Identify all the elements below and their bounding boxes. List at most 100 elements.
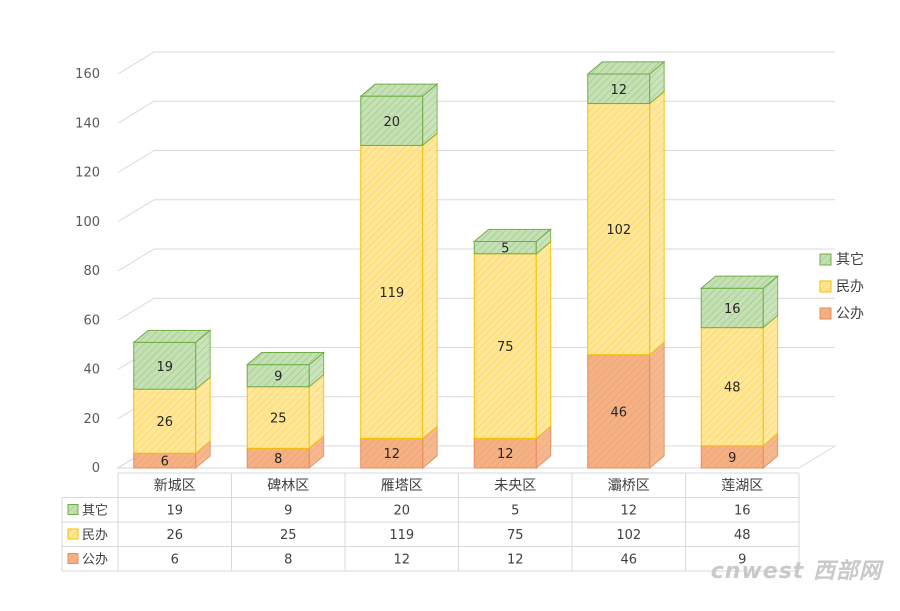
bar-front	[700, 327, 764, 447]
bar-segment	[132, 329, 212, 391]
watermark-logo: cnwest 西部网	[710, 559, 882, 584]
table-swatch	[67, 504, 79, 515]
gridline-side	[117, 248, 155, 272]
bar-side	[308, 373, 325, 450]
table-row-label: 公办	[82, 553, 108, 568]
bar-front	[360, 95, 424, 146]
bar-segment	[700, 432, 779, 470]
table-header-cell: 莲湖区	[721, 478, 763, 494]
y-tick-label: 60	[83, 313, 100, 328]
data-label: 8	[274, 452, 282, 467]
table-cell: 25	[280, 528, 297, 543]
table-swatch	[67, 553, 79, 564]
bar-top	[472, 228, 553, 242]
bar-front	[473, 253, 537, 439]
gridline-side	[117, 100, 155, 124]
bar-front	[246, 386, 310, 449]
data-label: 12	[610, 83, 627, 98]
bar-segment	[587, 90, 665, 356]
table-cell: 75	[507, 528, 524, 543]
table-cell: 26	[166, 528, 183, 543]
bar-top	[132, 329, 212, 343]
table-row-label: 民办	[82, 528, 108, 543]
bar-segment	[133, 376, 211, 455]
table-cell: 12	[393, 553, 410, 568]
data-label: 20	[383, 115, 400, 130]
bar-top	[586, 61, 666, 75]
bar-segment	[360, 132, 438, 440]
y-tick-label: 120	[75, 166, 100, 181]
y-tick-label: 40	[83, 363, 100, 378]
bars	[132, 60, 780, 470]
table-cell: 12	[507, 553, 524, 568]
bar-segment	[245, 351, 326, 388]
data-label: 16	[724, 302, 741, 317]
table-cell: 12	[620, 504, 637, 519]
table-cell: 19	[166, 504, 183, 519]
bar-segment	[700, 314, 779, 447]
data-label: 25	[270, 412, 287, 427]
bar-front	[700, 287, 764, 329]
bar-top	[359, 83, 439, 97]
bar-segment	[586, 60, 666, 105]
table-cell: 5	[511, 504, 519, 519]
bar-front	[587, 103, 651, 356]
bar-top	[245, 351, 326, 366]
bar-segment	[473, 425, 552, 470]
data-label: 12	[383, 447, 400, 462]
table-cell: 6	[171, 553, 179, 568]
data-labels: 6 26 19 8 25 9 12 119 20 12 75 5 46 102 12 9 48 16	[156, 83, 740, 470]
table-header-cell: 灞桥区	[608, 478, 650, 494]
legend-label: 公办	[836, 306, 864, 322]
data-label: 46	[610, 405, 627, 420]
bar-side	[422, 132, 438, 440]
table-cell: 119	[389, 528, 414, 543]
bar-front	[587, 73, 651, 105]
y-tick-label: 140	[75, 116, 100, 131]
data-label: 119	[379, 286, 404, 301]
legend-swatch	[819, 253, 832, 266]
bar-segment	[472, 228, 553, 255]
table-cell: 9	[738, 553, 746, 568]
table-header-cell: 雁塔区	[381, 478, 423, 494]
bar-side	[649, 341, 665, 470]
table-cell: 48	[734, 528, 751, 543]
y-tick-label: 80	[83, 264, 100, 279]
table-header-cell: 新城区	[154, 478, 196, 494]
data-label: 9	[728, 451, 736, 466]
bar-front	[360, 437, 424, 469]
bar-front	[587, 354, 651, 469]
table-swatch	[67, 528, 79, 540]
bar-segment	[246, 373, 325, 450]
data-label: 75	[497, 340, 514, 355]
table-row-label: 其它	[82, 503, 108, 519]
bar-side	[195, 376, 211, 455]
table-cell: 46	[620, 553, 637, 568]
table-cell: 9	[284, 504, 292, 519]
bar-segment	[587, 341, 665, 470]
data-label: 9	[274, 370, 282, 385]
y-tick-label: 20	[83, 412, 100, 427]
data-label: 5	[501, 242, 509, 257]
data-label: 48	[724, 381, 741, 396]
y-tick-label: 100	[75, 215, 100, 230]
table-header-cell: 碑林区	[267, 478, 309, 494]
bar-side	[649, 90, 665, 356]
bar-segment	[473, 240, 552, 440]
bar-front	[133, 388, 197, 454]
data-label: 26	[156, 415, 173, 430]
data-label: 12	[497, 447, 514, 462]
table-cell: 102	[616, 528, 641, 543]
bar-top	[699, 275, 780, 289]
gridline-side	[117, 150, 155, 173]
legend-label: 其它	[836, 251, 864, 268]
y-tick-label: 160	[75, 67, 100, 82]
bar-segment	[699, 275, 780, 329]
bar-front	[360, 144, 424, 439]
gridline-side	[117, 297, 155, 321]
y-axis: 0 20 40 60 80 100 120 140 160	[75, 67, 100, 476]
legend-label: 民办	[836, 279, 864, 295]
data-label: 102	[606, 223, 631, 238]
bar-segment	[359, 82, 439, 147]
